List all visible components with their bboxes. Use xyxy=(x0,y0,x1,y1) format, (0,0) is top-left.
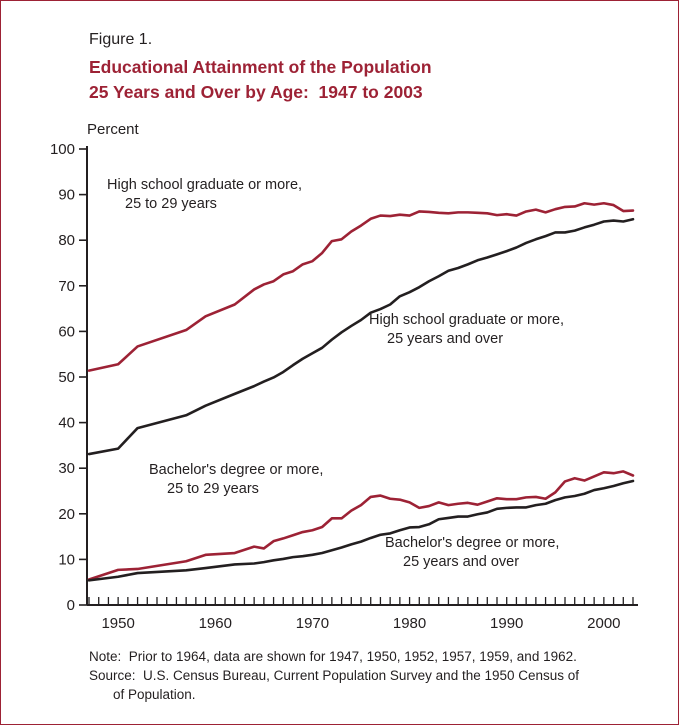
y-tick-label: 30 xyxy=(58,460,75,477)
y-axis-labels: 0 10 20 30 40 50 60 70 80 90 100 xyxy=(50,141,75,614)
y-tick-label: 80 xyxy=(58,232,75,249)
series-line-ba-25-over xyxy=(87,479,635,582)
source-line-continued: of Population. xyxy=(113,687,196,702)
figure-label: Figure 1. xyxy=(89,31,153,48)
note-block: Note: Prior to 1964, data are shown for … xyxy=(89,647,579,704)
y-tick-label: 50 xyxy=(58,369,75,386)
y-tick-label: 0 xyxy=(67,597,75,614)
y-tick-label: 60 xyxy=(58,323,75,340)
x-axis-ticks xyxy=(88,597,634,605)
y-axis-ticks xyxy=(79,148,87,606)
series-label-hs-25-29: High school graduate or more, 25 to 29 ye… xyxy=(107,177,302,212)
note-line: Note: Prior to 1964, data are shown for … xyxy=(89,649,577,664)
y-tick-label: 20 xyxy=(58,506,75,523)
figure-title-line2: 25 Years and Over by Age: 1947 to 2003 xyxy=(89,82,423,102)
source-line: Source: U.S. Census Bureau, Current Popu… xyxy=(89,668,580,683)
y-axis-unit-label: Percent xyxy=(87,121,139,138)
x-tick-label: 1970 xyxy=(296,615,329,632)
x-tick-label: 1980 xyxy=(393,615,426,632)
y-tick-label: 40 xyxy=(58,415,75,432)
x-tick-label: 1960 xyxy=(199,615,232,632)
series-line-hs-25-over xyxy=(87,217,635,456)
y-tick-label: 100 xyxy=(50,141,75,158)
y-tick-label: 70 xyxy=(58,278,75,295)
series-line-hs-25-29 xyxy=(87,201,635,372)
series-label-ba-25-over: Bachelor's degree or more, 25 years and o… xyxy=(385,535,559,570)
series-line-ba-25-29 xyxy=(87,470,635,581)
series-label-ba-25-29: Bachelor's degree or more, 25 to 29 years xyxy=(149,462,323,497)
series-label-hs-25-over: High school graduate or more, 25 years an… xyxy=(369,312,564,347)
title-block: Figure 1. Educational Attainment of the … xyxy=(89,31,432,105)
figure-title-line1: Educational Attainment of the Population xyxy=(89,57,432,77)
y-tick-label: 10 xyxy=(58,551,75,568)
x-axis-labels: 1950 1960 1970 1980 1990 2000 xyxy=(101,615,620,632)
y-tick-label: 90 xyxy=(58,187,75,204)
x-tick-label: 2000 xyxy=(587,615,620,632)
x-tick-label: 1950 xyxy=(101,615,134,632)
x-tick-label: 1990 xyxy=(490,615,523,632)
